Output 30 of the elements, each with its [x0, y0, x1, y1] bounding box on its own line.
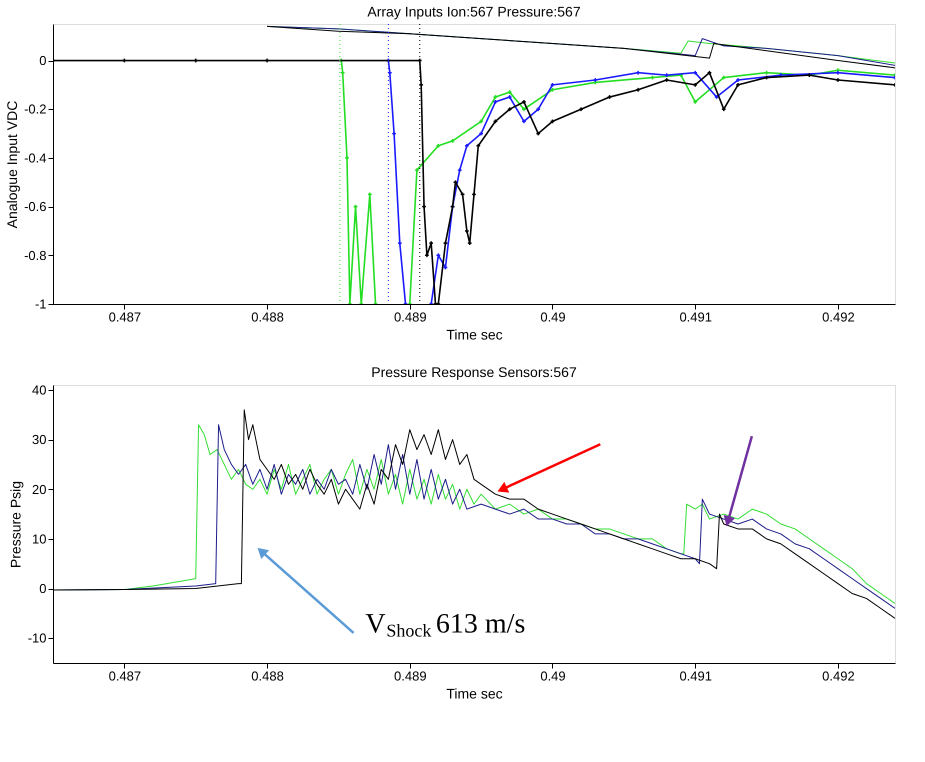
y-tick-label: -10 [28, 630, 46, 646]
x-tick-label: 0.491 [679, 310, 712, 324]
chart-title: Array Inputs Ion:567 Pressure:567 [367, 4, 581, 20]
y-tick-label: -0.2 [24, 102, 46, 117]
x-tick-label: 0.487 [108, 310, 142, 324]
x-tick-label: 0.492 [822, 668, 855, 684]
y-tick-label: 20 [32, 482, 46, 497]
x-axis-title: Time sec [446, 326, 503, 342]
y-axis-title: Analogue Input VDC [4, 100, 20, 228]
y-tick-label: 0 [39, 53, 46, 68]
y-tick-label: 30 [32, 432, 46, 448]
x-tick-label: 0.489 [394, 668, 427, 684]
x-tick-label: 0.49 [540, 310, 566, 324]
x-tick-label: 0.492 [822, 310, 855, 324]
chart-title: Pressure Response Sensors:567 [371, 364, 577, 380]
y-axis-title: Pressure Psig [8, 480, 24, 568]
y-tick-label: -1 [34, 296, 46, 312]
y-tick-label: 0 [39, 581, 46, 596]
x-tick-label: 0.489 [394, 310, 427, 324]
x-tick-label: 0.491 [679, 668, 712, 684]
y-tick-label: -0.4 [24, 150, 46, 166]
y-tick-label: 10 [32, 531, 46, 546]
x-tick-label: 0.49 [540, 668, 566, 684]
x-tick-label: 0.487 [108, 668, 142, 684]
y-tick-label: -0.8 [24, 248, 46, 263]
y-tick-label: -0.6 [24, 199, 46, 214]
y-tick-label: 40 [32, 382, 46, 398]
x-tick-label: 0.488 [251, 668, 284, 684]
x-axis-title: Time sec [446, 686, 503, 702]
x-tick-label: 0.488 [251, 310, 284, 324]
